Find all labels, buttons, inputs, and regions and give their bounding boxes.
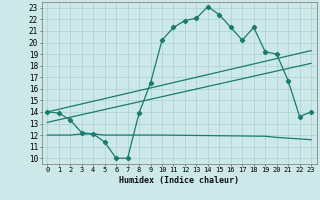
X-axis label: Humidex (Indice chaleur): Humidex (Indice chaleur)	[119, 176, 239, 185]
